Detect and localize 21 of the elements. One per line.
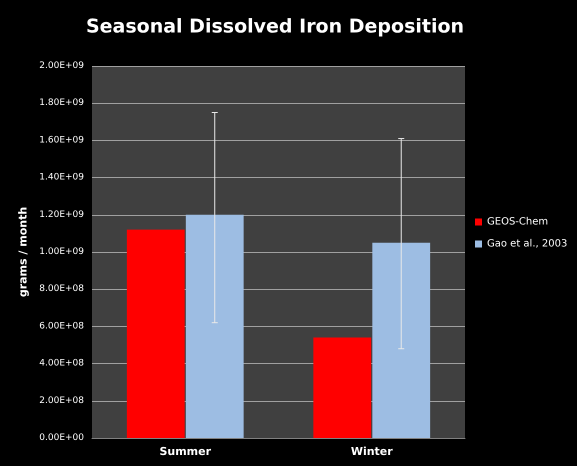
y-tick-label: 6.00E+08 (39, 321, 84, 332)
y-tick-label: 4.00E+08 (39, 358, 84, 369)
legend-label: Gao et al., 2003 (487, 238, 568, 250)
y-tick-label: 2.00E+09 (39, 61, 84, 71)
legend-label: GEOS-Chem (487, 216, 548, 228)
y-tick-label: 1.60E+09 (39, 135, 84, 146)
x-tick-label: Summer (159, 445, 212, 458)
bar (126, 230, 185, 438)
y-tick-label: 1.80E+09 (39, 98, 84, 108)
y-tick-label: 1.40E+09 (39, 172, 84, 183)
chart-title: Seasonal Dissolved Iron Deposition (86, 16, 464, 38)
y-tick-label: 0.00E+00 (39, 433, 84, 443)
y-axis-title: grams / month (16, 206, 30, 298)
bar (186, 214, 244, 438)
x-tick-label: Winter (350, 445, 394, 458)
bar (372, 242, 430, 438)
bar (313, 338, 372, 438)
y-tick-label: 1.00E+09 (39, 247, 84, 257)
y-tick-label: 2.00E+08 (39, 396, 84, 406)
y-tick-label: 8.00E+08 (39, 284, 84, 294)
y-tick-label: 1.20E+09 (39, 210, 84, 220)
